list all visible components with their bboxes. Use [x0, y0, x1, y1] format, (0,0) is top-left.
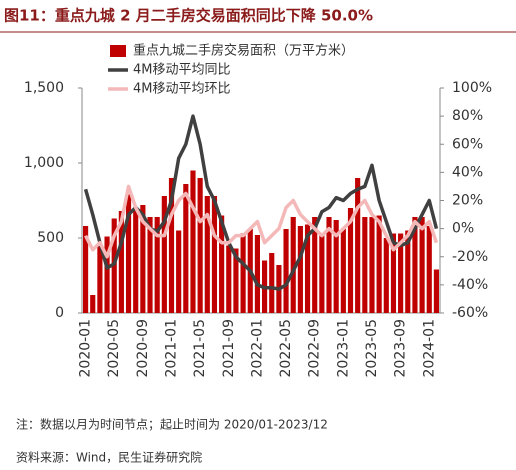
- bar: [398, 233, 404, 313]
- legend-label: 4M移动平均同比: [133, 63, 231, 78]
- y2-tick-label: -40%: [452, 277, 488, 293]
- x-tick-label: 2020-05: [106, 319, 122, 378]
- bar: [347, 208, 354, 313]
- bar: [355, 178, 361, 313]
- bar: [204, 196, 210, 313]
- bar: [226, 245, 232, 313]
- bar: [326, 217, 332, 313]
- y-tick-label: 0: [55, 305, 64, 321]
- bar: [190, 170, 196, 313]
- legend-label: 重点九城二手房交易面积（万平方米）: [133, 43, 354, 59]
- legend-swatch: [110, 45, 126, 57]
- y2-tick-label: -20%: [452, 249, 488, 265]
- bar: [369, 217, 375, 313]
- bar: [118, 211, 124, 313]
- y2-tick-label: 100%: [452, 80, 492, 96]
- y2-tick-label: 20%: [452, 193, 483, 209]
- bar: [333, 220, 339, 313]
- y-tick-label: 1,000: [24, 155, 64, 171]
- x-tick-label: 2020-09: [135, 319, 151, 378]
- bar: [133, 208, 139, 313]
- y2-tick-label: 40%: [452, 164, 483, 180]
- bar: [390, 233, 397, 313]
- bar: [376, 215, 382, 313]
- x-tick-label: 2023-01: [335, 319, 351, 378]
- x-tick-label: 2022-09: [307, 319, 323, 378]
- bar: [269, 253, 275, 313]
- x-tick-label: 2024-01: [421, 319, 437, 378]
- y2-tick-label: 60%: [452, 136, 483, 152]
- bar: [104, 236, 110, 313]
- bar: [197, 178, 203, 313]
- bar: [419, 217, 425, 313]
- x-tick-label: 2023-05: [364, 319, 380, 378]
- bar: [154, 217, 160, 313]
- bar: [383, 238, 389, 313]
- bar: [433, 269, 439, 313]
- y2-tick-label: 80%: [452, 108, 483, 124]
- x-tick-label: 2022-05: [278, 319, 294, 378]
- source: 资料来源：Wind，民生证券研究院: [16, 450, 202, 465]
- bar: [290, 217, 296, 313]
- bar: [83, 226, 89, 313]
- bar: [283, 229, 289, 313]
- x-tick-label: 2022-01: [249, 319, 265, 378]
- bar: [219, 215, 225, 313]
- line: [84, 184, 439, 259]
- bar: [304, 224, 311, 313]
- bar: [362, 217, 368, 313]
- bar: [140, 205, 146, 313]
- bar: [161, 196, 167, 313]
- bar: [426, 226, 432, 313]
- x-tick-label: 2021-09: [221, 319, 237, 378]
- bar: [90, 295, 96, 313]
- bar: [312, 217, 318, 313]
- bar: [340, 229, 346, 313]
- bar: [240, 233, 246, 313]
- bar: [319, 235, 325, 313]
- x-tick-label: 2021-01: [164, 319, 180, 378]
- y2-tick-label: 0%: [452, 221, 474, 237]
- bar: [125, 194, 132, 313]
- x-tick-label: 2023-09: [393, 319, 409, 378]
- chart-title: 图11：重点九城 2 月二手房交易面积同比下降 50.0%: [4, 7, 373, 25]
- legend-label: 4M移动平均环比: [133, 82, 231, 97]
- x-tick-label: 2020-01: [78, 319, 94, 378]
- bar: [176, 230, 182, 313]
- bar: [168, 178, 175, 313]
- bar: [147, 217, 153, 313]
- bar: [297, 226, 303, 313]
- y-tick-label: 1,500: [24, 80, 64, 96]
- bar: [254, 235, 260, 313]
- line: [83, 114, 439, 291]
- y-tick-label: 500: [37, 230, 64, 246]
- bar: [405, 230, 411, 313]
- y2-tick-label: -60%: [452, 305, 488, 321]
- bar: [183, 184, 189, 313]
- x-tick-label: 2021-05: [192, 319, 208, 378]
- bar: [97, 245, 103, 313]
- bar: [412, 217, 418, 313]
- bar: [233, 248, 239, 313]
- note: 注：数据以月为时间节点；起止时间为 2020/01-2023/12: [16, 417, 328, 432]
- bar: [211, 196, 218, 313]
